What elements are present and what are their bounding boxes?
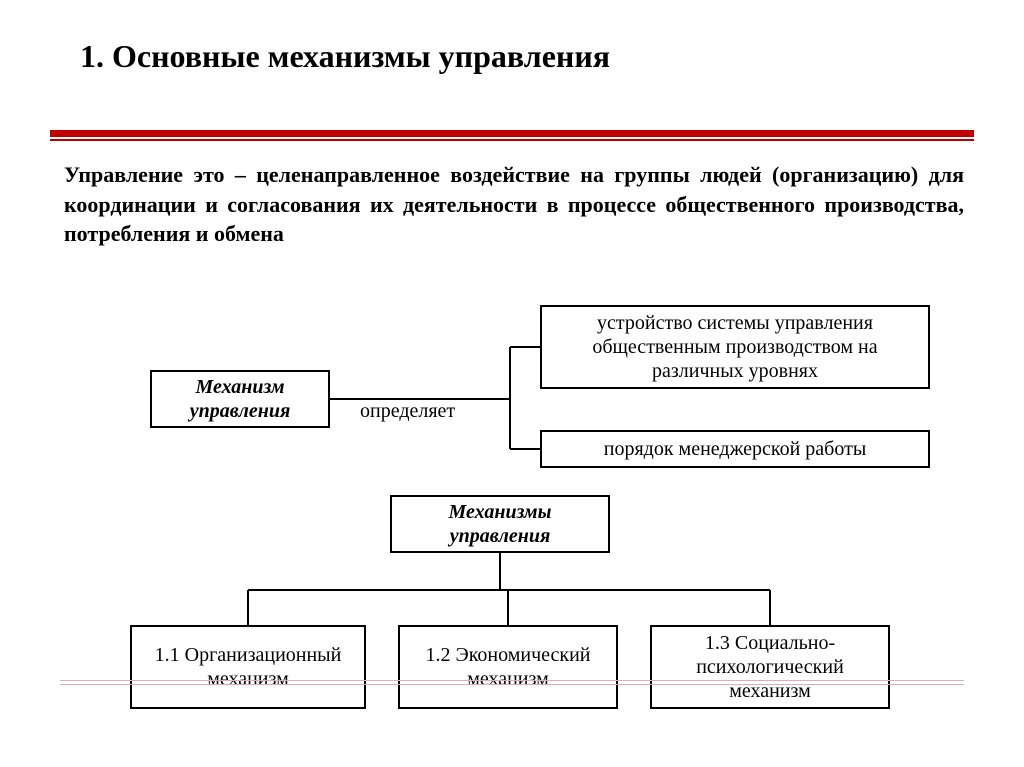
- footer-line-2: [60, 684, 964, 685]
- d2-child-1: 1.2 Экономический механизм: [398, 625, 618, 709]
- definition-text: Управление это – целенаправленное воздей…: [64, 160, 964, 249]
- footer-line-1: [60, 680, 964, 681]
- page-title: 1. Основные механизмы управления: [80, 38, 610, 75]
- d1-edge-label: определяет: [360, 400, 455, 423]
- d1-output-0: устройство системы управления общественн…: [540, 305, 930, 389]
- d2-root-box: Механизмы управления: [390, 495, 610, 553]
- d1-root-box: Механизм управления: [150, 370, 330, 428]
- d2-child-0: 1.1 Организационный механизм: [130, 625, 366, 709]
- accent-divider: [50, 130, 974, 141]
- d2-child-2: 1.3 Социально-психологический механизм: [650, 625, 890, 709]
- d1-output-1: порядок менеджерской работы: [540, 430, 930, 468]
